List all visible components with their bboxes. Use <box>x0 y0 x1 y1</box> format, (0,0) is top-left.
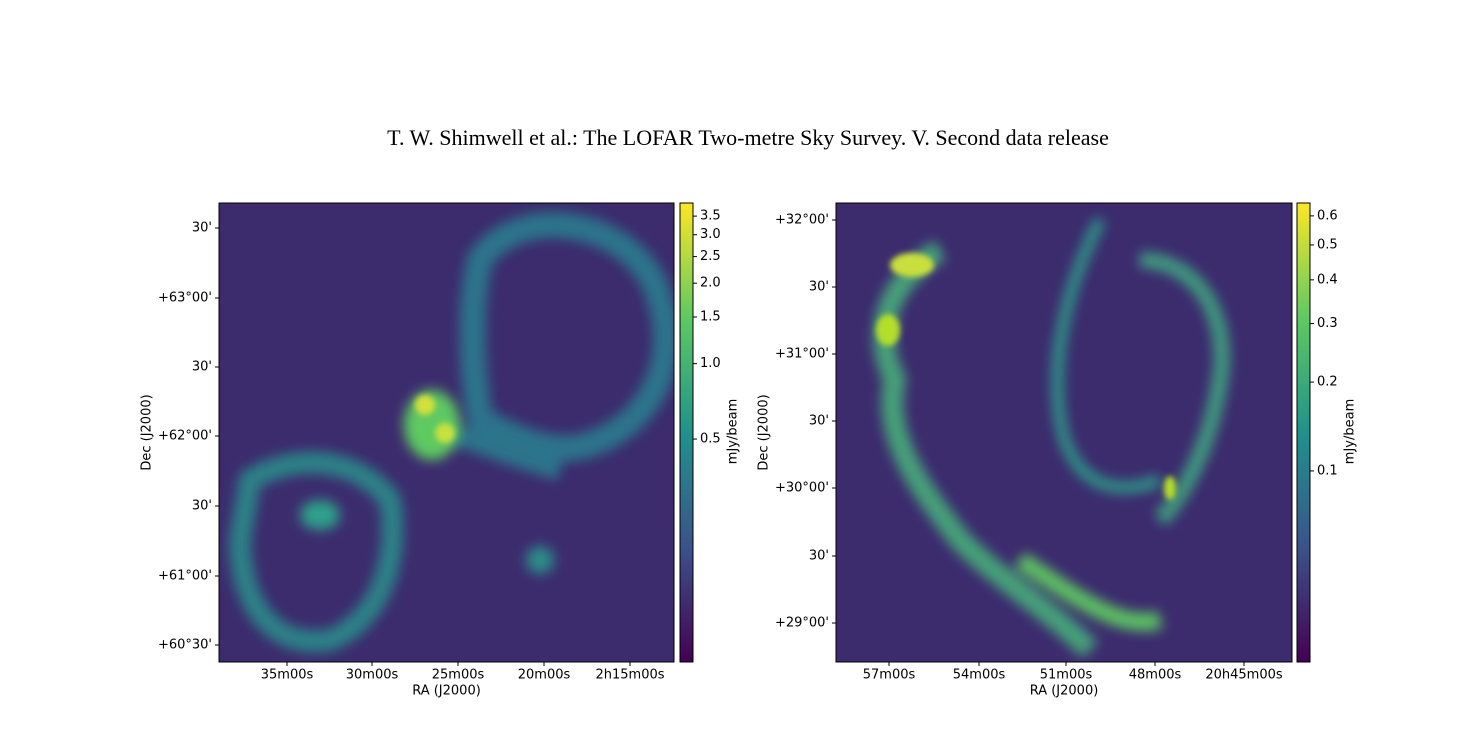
x-axis-label: RA (J2000) <box>1030 684 1099 699</box>
x-tick-label: 25m00s <box>432 668 485 683</box>
y-tick-label: +61°00' <box>158 569 212 584</box>
y-tick-label: +63°00' <box>158 291 212 306</box>
y-tick-label: 30' <box>809 414 829 429</box>
x-tick-label: 57m00s <box>863 668 916 683</box>
x-tick-label: 51m00s <box>1040 668 1093 683</box>
colorbar-tick-label: 2.5 <box>700 249 721 264</box>
y-tick-label: +60°30' <box>158 638 212 653</box>
colorbar <box>679 202 694 663</box>
y-axis-label: Dec (J2000) <box>140 394 155 470</box>
y-tick-label: 30' <box>809 280 829 295</box>
colorbar-tick-label: 3.0 <box>700 227 721 242</box>
figure-title: T. W. Shimwell et al.: The LOFAR Two-met… <box>387 125 1109 150</box>
x-tick-label: 30m00s <box>346 668 399 683</box>
y-tick-label: +30°00' <box>775 481 829 496</box>
x-tick-label: 54m00s <box>953 668 1006 683</box>
colorbar-tick-label: 0.3 <box>1317 316 1338 331</box>
y-tick-label: +29°00' <box>775 616 829 631</box>
y-tick-label: 30' <box>809 549 829 564</box>
y-tick-label: 30' <box>192 221 212 236</box>
x-tick-label: 48m00s <box>1129 668 1182 683</box>
colorbar-tick-label: 1.0 <box>700 356 721 371</box>
colorbar-tick-label: 0.6 <box>1317 208 1338 223</box>
y-axis-label: Dec (J2000) <box>757 394 772 470</box>
colorbar-tick-label: 3.5 <box>700 209 721 224</box>
radio-image <box>219 203 674 662</box>
y-tick-label: +31°00' <box>775 347 829 362</box>
colorbar-tick-label: 0.5 <box>700 432 721 447</box>
x-tick-label: 2h15m00s <box>595 668 664 683</box>
colorbar-tick-label: 0.2 <box>1317 375 1338 390</box>
colorbar-tick-label: 2.0 <box>700 276 721 291</box>
y-tick-label: +32°00' <box>775 213 829 228</box>
x-tick-label: 20m00s <box>518 668 571 683</box>
y-tick-label: +62°00' <box>158 429 212 444</box>
colorbar-tick-label: 0.5 <box>1317 237 1338 252</box>
x-tick-label: 35m00s <box>261 668 314 683</box>
colorbar-tick-label: 0.4 <box>1317 272 1338 287</box>
colorbar-tick-label: 1.5 <box>700 310 721 325</box>
x-tick-label: 20h45m00s <box>1205 668 1283 683</box>
colorbar-label: mJy/beam <box>1343 399 1358 464</box>
radio-image <box>836 203 1292 662</box>
axes-frame <box>835 202 1293 663</box>
y-tick-label: 30' <box>192 499 212 514</box>
axes-frame <box>218 202 675 663</box>
y-tick-label: 30' <box>192 360 212 375</box>
colorbar-tick-label: 0.1 <box>1317 463 1338 478</box>
colorbar <box>1296 202 1311 663</box>
colorbar-label: mJy/beam <box>726 399 741 464</box>
x-axis-label: RA (J2000) <box>412 684 481 699</box>
